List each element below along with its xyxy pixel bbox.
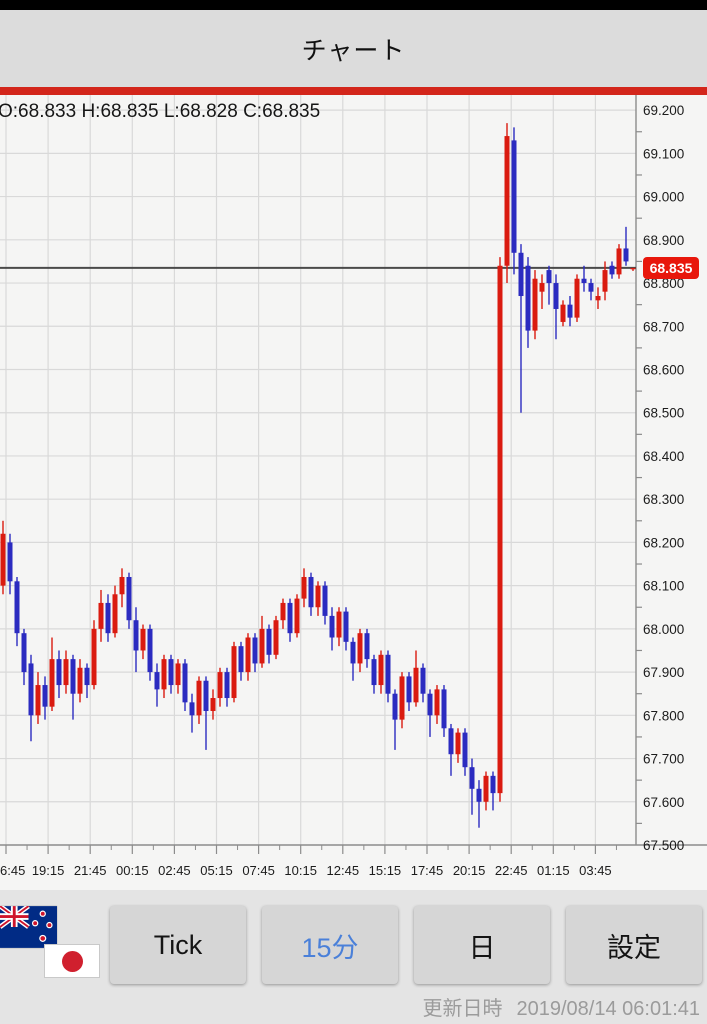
- svg-text:67.600: 67.600: [643, 795, 684, 810]
- svg-text:67.500: 67.500: [643, 838, 684, 853]
- timeframe-15min-button[interactable]: 15分: [262, 906, 398, 984]
- status-bar: [0, 0, 707, 10]
- svg-text:20:15: 20:15: [453, 863, 486, 878]
- japan-flag-sun: [61, 950, 83, 972]
- candlestick-chart[interactable]: 69.200 69.100 69.000 68.900 68.800 68.700 68.6…: [0, 95, 707, 890]
- svg-text:10:15: 10:15: [284, 863, 317, 878]
- chart-region: 69.200 69.100 69.000 68.900 68.800 68.700 68.6…: [0, 95, 707, 890]
- svg-text:68.700: 68.700: [643, 319, 684, 334]
- japan-flag-icon: [44, 944, 100, 978]
- svg-text:68.100: 68.100: [643, 579, 684, 594]
- day-button[interactable]: 日: [414, 906, 550, 984]
- svg-text:69.200: 69.200: [643, 103, 684, 118]
- svg-text:68.000: 68.000: [643, 622, 684, 637]
- svg-text:02:45: 02:45: [158, 863, 191, 878]
- svg-text:21:45: 21:45: [74, 863, 107, 878]
- nz-flag-icon: [0, 906, 57, 948]
- svg-text:68.400: 68.400: [643, 449, 684, 464]
- svg-text:67.900: 67.900: [643, 665, 684, 680]
- svg-text:68.900: 68.900: [643, 233, 684, 248]
- candles: [0, 123, 636, 828]
- svg-text:67.700: 67.700: [643, 752, 684, 767]
- svg-text:68.800: 68.800: [643, 276, 684, 291]
- svg-text:22:45: 22:45: [495, 863, 528, 878]
- svg-text:69.100: 69.100: [643, 146, 684, 161]
- svg-text:67.800: 67.800: [643, 708, 684, 723]
- svg-text:05:15: 05:15: [200, 863, 233, 878]
- svg-text:15:15: 15:15: [369, 863, 402, 878]
- svg-text:68.500: 68.500: [643, 406, 684, 421]
- timeframe-button-row: Tick 15分 日 設定: [110, 906, 702, 984]
- update-timestamp-value: 2019/08/14 06:01:41: [516, 998, 700, 1020]
- currency-pair-flags[interactable]: [0, 904, 104, 994]
- x-axis-labels: 6:45 19:15 21:45 00:15 02:45 05:15 07:45 10:15 1…: [0, 863, 612, 878]
- svg-text:03:45: 03:45: [579, 863, 612, 878]
- update-timestamp-label: 更新日時: [422, 998, 503, 1020]
- y-axis-labels: 69.200 69.100 69.000 68.900 68.800 68.700 68.6…: [643, 103, 684, 853]
- svg-text:68.300: 68.300: [643, 492, 684, 507]
- svg-text:68.600: 68.600: [643, 362, 684, 377]
- settings-button[interactable]: 設定: [566, 906, 702, 984]
- tick-button[interactable]: Tick: [110, 906, 246, 984]
- svg-text:01:15: 01:15: [537, 863, 570, 878]
- gridlines: [0, 95, 636, 845]
- svg-text:19:15: 19:15: [32, 863, 65, 878]
- page-title: チャート: [301, 36, 406, 65]
- axes: [0, 95, 707, 854]
- svg-text:69.000: 69.000: [643, 190, 684, 205]
- current-price-badge: 68.835: [643, 256, 699, 279]
- svg-text:00:15: 00:15: [116, 863, 149, 878]
- svg-text:6:45: 6:45: [0, 863, 25, 878]
- union-jack: [0, 906, 30, 929]
- southern-cross: [31, 910, 53, 942]
- update-timestamp: 更新日時 2019/08/14 06:01:41: [422, 992, 700, 1021]
- header-accent-bar: [0, 87, 707, 95]
- svg-text:12:45: 12:45: [327, 863, 360, 878]
- bottom-bar: Tick 15分 日 設定 更新日時 2019/08/14 06:01:41: [0, 890, 707, 1024]
- title-bar: チャート: [0, 10, 707, 87]
- svg-text:68.200: 68.200: [643, 535, 684, 550]
- svg-text:17:45: 17:45: [411, 863, 444, 878]
- ohlc-readout: O:68.833 H:68.835 L:68.828 C:68.835: [0, 101, 321, 122]
- svg-text:07:45: 07:45: [242, 863, 275, 878]
